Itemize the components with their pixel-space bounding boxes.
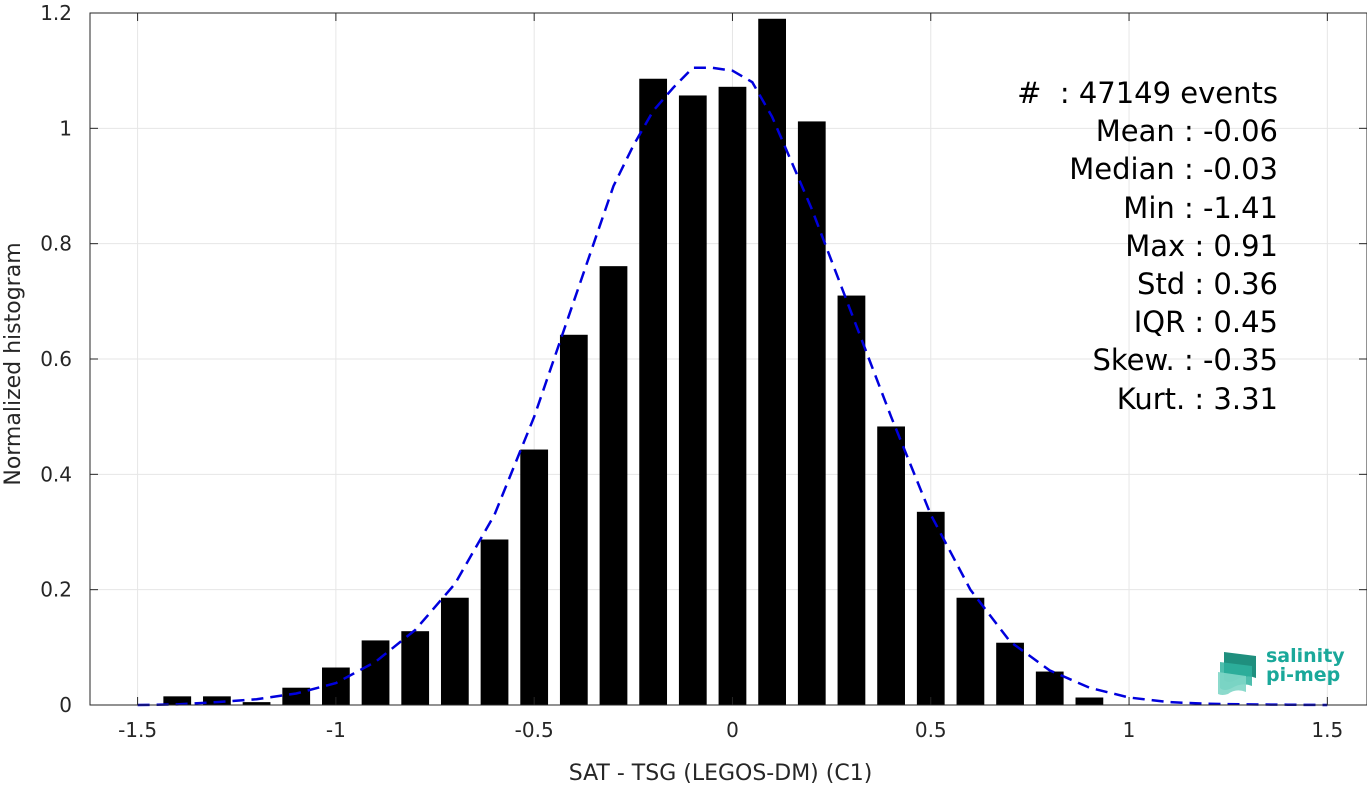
y-tick-label: 0.8 bbox=[40, 232, 72, 256]
histogram-bar bbox=[242, 702, 271, 705]
bars bbox=[163, 18, 1104, 706]
histogram-bar bbox=[163, 696, 192, 705]
histogram-bar bbox=[401, 631, 430, 705]
x-tick-label: 1 bbox=[1123, 718, 1136, 742]
stat-std: Std : 0.36 bbox=[1137, 267, 1278, 302]
histogram-bar bbox=[1035, 671, 1064, 705]
x-tick-label: -0.5 bbox=[515, 718, 554, 742]
histogram-bar bbox=[758, 18, 787, 706]
y-tick-label: 1.2 bbox=[40, 1, 72, 25]
histogram-bar bbox=[559, 334, 588, 705]
histogram-bar bbox=[599, 266, 628, 705]
stat-kurt: Kurt. : 3.31 bbox=[1116, 381, 1278, 416]
histogram-bar bbox=[480, 539, 509, 705]
ticks: -1.5 -1 -0.5 0 0.5 1 1.5 0 0.2 0.4 0.6 0.8 1 1.2 bbox=[40, 1, 1367, 742]
y-tick-label: 0 bbox=[59, 693, 72, 717]
histogram-bar bbox=[718, 86, 747, 705]
logo-line-1: salinity bbox=[1266, 645, 1345, 667]
histogram-bar bbox=[956, 597, 985, 705]
histogram-bar bbox=[837, 295, 866, 705]
stat-iqr: IQR : 0.45 bbox=[1133, 305, 1278, 340]
y-tick-label: 0.4 bbox=[40, 462, 72, 486]
y-axis-label: Normalized histogram bbox=[1, 242, 26, 485]
histogram-bar bbox=[678, 95, 707, 706]
y-tick-label: 0.6 bbox=[40, 347, 72, 371]
logo-line-2: pi-mep bbox=[1266, 664, 1341, 686]
x-tick-label: 0 bbox=[726, 718, 739, 742]
histogram-bar bbox=[877, 426, 905, 705]
stat-count: # : 47149 events bbox=[1017, 76, 1278, 110]
x-tick-label: 1.5 bbox=[1311, 718, 1343, 742]
histogram-bar bbox=[639, 78, 668, 706]
stat-skew: Skew. : -0.35 bbox=[1092, 343, 1278, 378]
x-tick-label: -1 bbox=[326, 718, 346, 742]
stat-median: Median : -0.03 bbox=[1069, 152, 1278, 187]
histogram-bar bbox=[361, 640, 390, 705]
stat-min: Min : -1.41 bbox=[1123, 190, 1278, 225]
logo-wave-icon bbox=[1218, 652, 1256, 695]
x-tick-label: 0.5 bbox=[915, 718, 947, 742]
salinity-pi-mep-logo: salinity pi-mep bbox=[1216, 646, 1348, 696]
fit-curve bbox=[137, 66, 1328, 707]
histogram-bar bbox=[916, 511, 945, 705]
histogram-bar bbox=[797, 121, 826, 705]
x-tick-label: -1.5 bbox=[118, 718, 157, 742]
histogram-bar bbox=[282, 687, 311, 705]
histogram-bar bbox=[440, 597, 469, 705]
y-tick-label: 1 bbox=[59, 116, 72, 140]
histogram-bar bbox=[203, 696, 231, 705]
x-axis-label: SAT - TSG (LEGOS-DM) (C1) bbox=[569, 761, 873, 785]
histogram-bar bbox=[520, 449, 549, 705]
histogram-bar bbox=[996, 642, 1024, 705]
histogram-bar bbox=[1075, 697, 1104, 705]
y-tick-label: 0.2 bbox=[40, 578, 72, 602]
statistics-panel: # : 47149 events Mean : -0.06 Median : -… bbox=[1017, 74, 1278, 418]
stat-max: Max : 0.91 bbox=[1125, 228, 1278, 263]
stat-mean: Mean : -0.06 bbox=[1095, 114, 1278, 149]
